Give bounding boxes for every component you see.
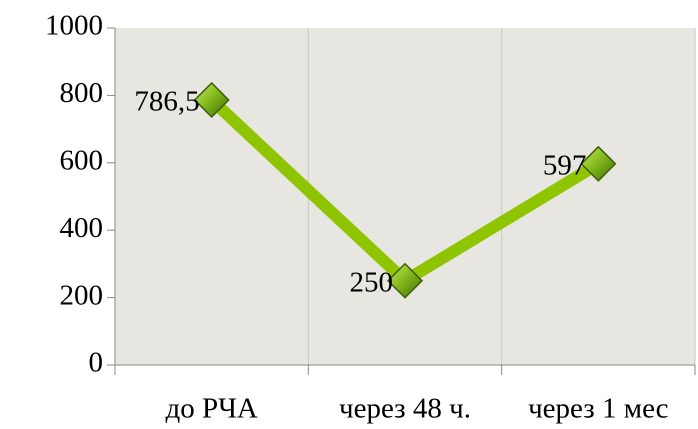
plot-area	[115, 28, 695, 365]
marker	[580, 145, 617, 182]
data-label: 786,5	[134, 86, 199, 118]
y-tick-label: 0	[89, 347, 104, 379]
y-tick-label: 400	[60, 212, 104, 244]
y-tick-label: 200	[60, 279, 104, 311]
y-tick-label: 600	[60, 144, 104, 176]
y-tick-label: 1000	[45, 10, 103, 42]
x-tick-label: до РЧА	[165, 393, 257, 425]
x-tick-label: через 1 мес	[528, 393, 668, 425]
data-label: 250	[350, 266, 394, 298]
marker	[193, 81, 230, 119]
data-label: 597	[543, 149, 587, 181]
y-tick-label: 800	[60, 77, 104, 109]
x-tick-label: через 48 ч.	[339, 393, 471, 425]
marker	[386, 262, 424, 299]
